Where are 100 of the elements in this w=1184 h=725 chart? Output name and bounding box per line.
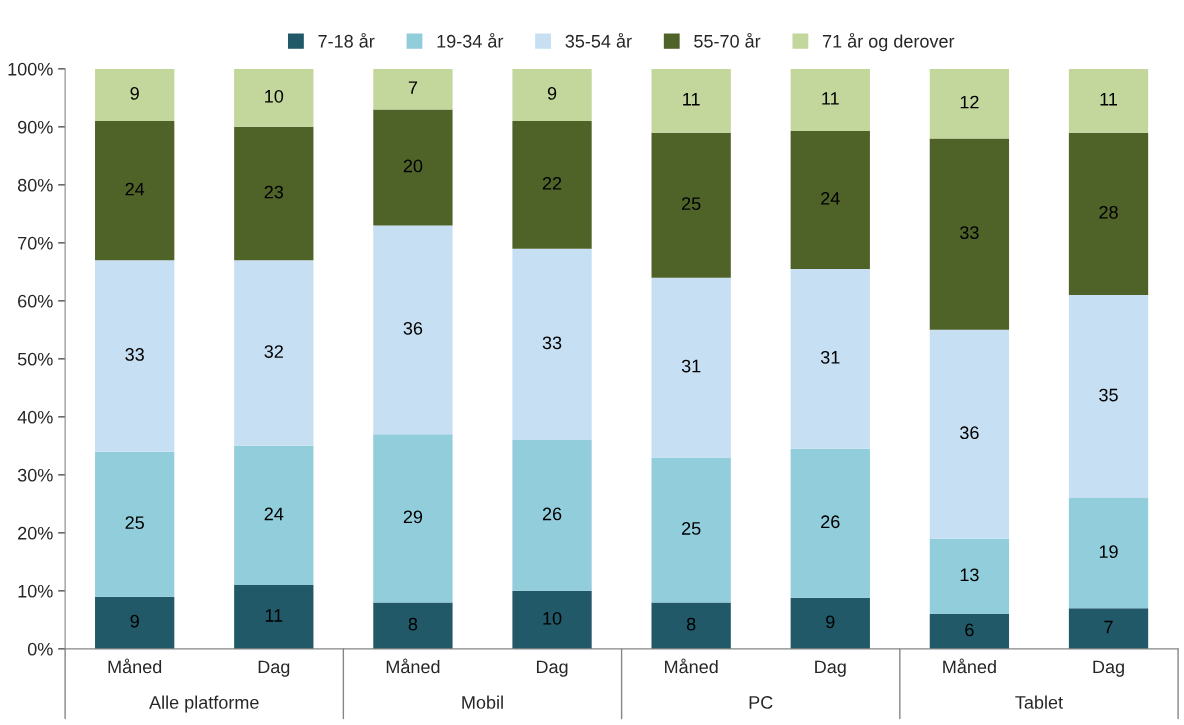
bar xyxy=(1068,498,1149,609)
bar xyxy=(95,68,175,122)
y-tick-label: 0% xyxy=(27,642,53,656)
data-label: 32 xyxy=(264,345,283,358)
bar xyxy=(512,440,592,591)
x-tick-label: Måned xyxy=(108,658,162,674)
y-tick-label: 70% xyxy=(18,236,53,250)
data-label: 36 xyxy=(960,426,979,440)
bar xyxy=(929,68,1010,139)
bar xyxy=(95,260,175,452)
y-tick-label: 90% xyxy=(18,120,53,134)
bar xyxy=(929,138,1010,330)
y-tick-label: 40% xyxy=(17,410,53,424)
x-tick-label: Dag xyxy=(536,660,568,677)
data-label: 7 xyxy=(408,81,418,94)
data-label: 9 xyxy=(130,614,139,628)
text: Mobil xyxy=(462,695,503,709)
bar xyxy=(512,121,592,249)
bar xyxy=(373,602,453,649)
data-label: 20 xyxy=(403,159,423,173)
data-label: 11 xyxy=(683,93,700,106)
legend-label: 35-54 år xyxy=(565,32,632,48)
data-label: 8 xyxy=(408,617,418,631)
data-label: 11 xyxy=(822,92,839,105)
data-label: 23 xyxy=(264,185,284,199)
data-label: 25 xyxy=(682,197,701,211)
text: Tablet xyxy=(1015,695,1063,709)
x-tick-label: Måned xyxy=(665,658,718,674)
bar xyxy=(651,602,731,649)
data-label: 7 xyxy=(1104,620,1113,634)
data-label: 13 xyxy=(960,568,979,582)
data-label: 26 xyxy=(542,507,562,521)
y-tick-label: 50% xyxy=(17,352,53,366)
bar xyxy=(1068,295,1149,499)
x-tick-label: Dag xyxy=(258,660,290,677)
data-label: 33 xyxy=(125,348,144,361)
data-label: 33 xyxy=(542,336,562,350)
data-label: 28 xyxy=(1099,205,1118,219)
data-label: 22 xyxy=(542,176,562,190)
y-tick-label: 80% xyxy=(17,178,53,192)
data-label: 9 xyxy=(826,615,835,629)
bar xyxy=(234,68,314,127)
bar xyxy=(929,614,1010,649)
y-tick-label: 30% xyxy=(17,468,53,482)
data-label: 8 xyxy=(686,617,696,631)
data-label: 6 xyxy=(965,623,974,637)
bar xyxy=(234,126,314,261)
data-label: 19 xyxy=(1099,545,1118,559)
legend-label: 7-18 år xyxy=(318,32,375,48)
bar xyxy=(512,590,592,649)
data-label: 10 xyxy=(543,611,562,625)
bar xyxy=(373,434,453,603)
bar xyxy=(790,448,870,598)
x-tick-label: Måned xyxy=(943,658,996,674)
data-label: 33 xyxy=(960,226,979,240)
data-label: 31 xyxy=(681,359,701,373)
bar xyxy=(512,68,592,122)
data-label: 24 xyxy=(264,507,284,521)
bar xyxy=(1068,68,1149,133)
bar xyxy=(651,457,731,603)
bar xyxy=(512,248,592,441)
y-tick-label: 60% xyxy=(18,294,53,308)
bar xyxy=(651,132,731,278)
text: PC xyxy=(749,696,773,709)
bar xyxy=(234,260,314,446)
bar xyxy=(1068,608,1149,649)
bar xyxy=(929,329,1010,539)
bar xyxy=(790,68,870,131)
bar xyxy=(373,225,453,435)
data-label: 35 xyxy=(1099,388,1118,402)
legend-label: 71 år og derover xyxy=(822,32,955,52)
bar xyxy=(95,451,175,597)
data-label: 24 xyxy=(125,182,145,196)
bar xyxy=(373,68,453,110)
data-label: 9 xyxy=(547,87,557,100)
y-tick-label: 10% xyxy=(18,584,53,598)
data-label: 9 xyxy=(130,87,139,100)
bar xyxy=(234,585,314,649)
bar xyxy=(651,68,731,133)
data-label: 26 xyxy=(821,515,840,529)
data-label: 25 xyxy=(125,516,144,530)
bar xyxy=(234,445,314,586)
data-label: 12 xyxy=(960,95,979,109)
data-label: 29 xyxy=(403,510,423,524)
bar xyxy=(373,109,453,226)
data-label: 11 xyxy=(1100,93,1118,106)
bar xyxy=(1068,132,1149,296)
x-tick-label: Dag xyxy=(815,660,846,677)
data-label: 25 xyxy=(682,522,701,535)
data-label: 24 xyxy=(821,192,840,205)
bar xyxy=(95,596,175,649)
data-label: 10 xyxy=(265,89,284,103)
y-tick-label: 20% xyxy=(18,526,53,540)
data-label: 11 xyxy=(265,609,283,622)
data-label: 36 xyxy=(403,321,423,335)
x-tick-label: Måned xyxy=(386,658,440,674)
y-tick-label: 100% xyxy=(8,62,53,76)
bar xyxy=(929,538,1010,615)
x-tick-label: Dag xyxy=(1093,660,1124,677)
bar xyxy=(651,277,731,458)
